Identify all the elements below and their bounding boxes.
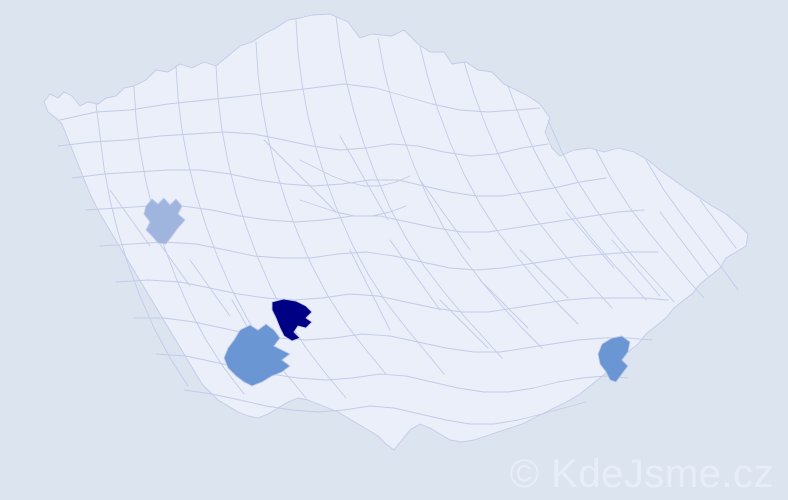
highlighted-districts-layer: [144, 198, 630, 386]
district-plzen-sever[interactable]: [144, 198, 185, 244]
district-pisek[interactable]: [224, 324, 290, 386]
district-tabor[interactable]: [272, 299, 312, 341]
watermark-kdejsme: © KdeJsme.cz: [509, 452, 774, 496]
district-vsetin[interactable]: [598, 336, 630, 382]
district-boundaries: [57, 15, 739, 425]
